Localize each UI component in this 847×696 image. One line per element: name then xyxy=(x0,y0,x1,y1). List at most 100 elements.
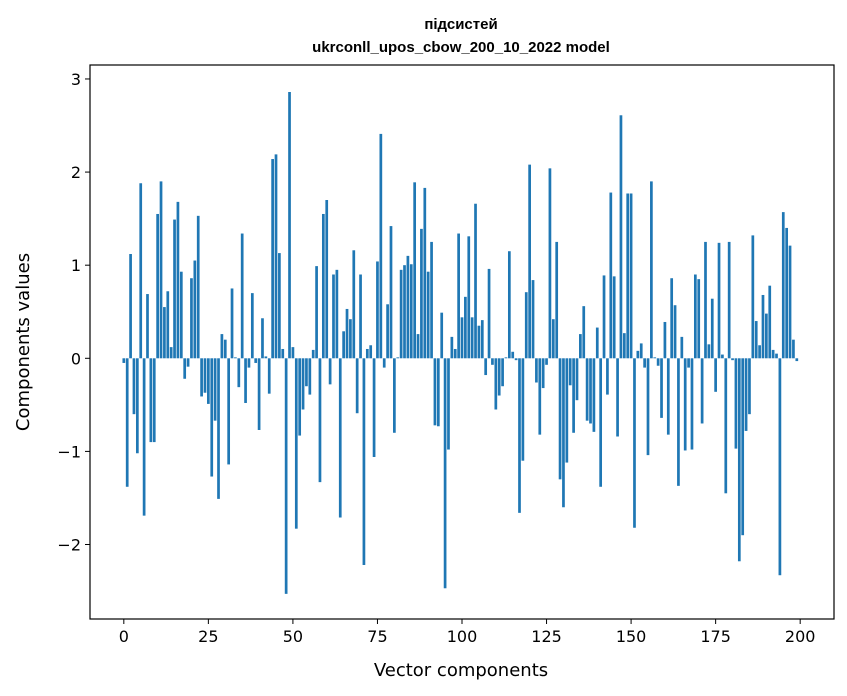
bar xyxy=(531,280,535,359)
bar xyxy=(480,320,484,359)
bar xyxy=(589,358,592,424)
chart-title: підсистей xyxy=(424,16,497,33)
bar xyxy=(660,358,663,418)
bar xyxy=(129,254,132,359)
bar xyxy=(650,181,653,359)
bar xyxy=(237,358,241,388)
bar xyxy=(355,358,359,414)
bar xyxy=(125,358,129,487)
bar xyxy=(453,348,457,359)
chart-subtitle: ukrconll_upos_cbow_200_10_2022 model xyxy=(312,39,610,56)
bar xyxy=(132,358,136,415)
bar xyxy=(697,279,701,359)
bar xyxy=(338,358,342,518)
bar xyxy=(288,92,291,359)
bar xyxy=(494,358,498,410)
bar xyxy=(321,213,325,359)
bar xyxy=(562,358,565,508)
bar xyxy=(768,285,772,359)
bar xyxy=(379,133,383,359)
bar xyxy=(504,357,508,359)
bar xyxy=(230,288,234,359)
bar xyxy=(717,242,721,359)
bar xyxy=(781,212,785,359)
bar xyxy=(365,348,369,359)
bar xyxy=(710,298,714,359)
bar xyxy=(149,358,153,443)
y-tick-label: −1 xyxy=(57,442,81,461)
y-axis: −2 −1 0 1 2 3 xyxy=(57,70,90,555)
bar xyxy=(565,358,569,463)
bar xyxy=(693,274,697,359)
y-tick-label: 0 xyxy=(71,349,81,368)
bar xyxy=(332,274,335,359)
bar xyxy=(433,358,437,426)
bar xyxy=(731,358,734,361)
x-tick-label: 25 xyxy=(198,627,218,646)
x-axis: 0 25 50 75 100 125 150 175 200 xyxy=(119,619,815,646)
x-tick-label: 75 xyxy=(367,627,387,646)
bar xyxy=(430,241,433,359)
bar xyxy=(765,313,768,359)
bar xyxy=(629,193,633,359)
bar xyxy=(179,271,183,359)
bar xyxy=(159,181,163,359)
bar xyxy=(666,358,670,435)
x-tick-label: 0 xyxy=(119,627,129,646)
bar xyxy=(524,292,528,359)
bar xyxy=(406,255,410,359)
bar xyxy=(626,193,630,359)
bar xyxy=(335,269,339,359)
bar xyxy=(575,358,579,401)
bar xyxy=(176,201,180,359)
bar xyxy=(362,358,366,565)
bar xyxy=(460,317,464,359)
bar xyxy=(146,294,149,359)
bar xyxy=(754,321,758,359)
y-tick-label: 3 xyxy=(71,70,81,89)
bar xyxy=(318,358,322,483)
bar xyxy=(585,358,589,421)
bar xyxy=(487,268,491,359)
bar xyxy=(771,349,775,359)
bar xyxy=(484,358,488,376)
bar xyxy=(382,358,386,368)
bars xyxy=(122,92,799,594)
bar xyxy=(389,226,393,359)
bar xyxy=(135,358,139,454)
bar xyxy=(548,168,552,359)
bar xyxy=(190,278,193,359)
bar xyxy=(274,154,278,359)
bar xyxy=(447,358,450,450)
bar xyxy=(152,358,156,443)
bar xyxy=(443,358,447,589)
bar xyxy=(474,203,477,359)
bar xyxy=(399,269,403,359)
bar xyxy=(464,296,467,359)
bar xyxy=(646,358,650,456)
y-axis-label: Components values xyxy=(13,253,34,431)
bar xyxy=(602,275,606,359)
bar xyxy=(707,344,711,359)
bar xyxy=(352,250,356,359)
bar xyxy=(653,357,657,359)
bar xyxy=(257,358,261,430)
bar xyxy=(376,261,379,359)
x-tick-label: 125 xyxy=(531,627,562,646)
bar xyxy=(196,215,200,359)
bar xyxy=(403,265,406,359)
bar xyxy=(714,358,717,392)
bar xyxy=(250,293,254,359)
bar xyxy=(622,333,626,359)
bar xyxy=(261,318,264,359)
bar xyxy=(633,358,636,528)
bar xyxy=(315,266,318,359)
bar xyxy=(278,253,281,359)
bar xyxy=(497,358,501,396)
bar xyxy=(470,317,474,359)
bar xyxy=(345,308,349,359)
bar xyxy=(416,334,420,359)
bar xyxy=(467,236,471,359)
bar xyxy=(501,358,504,387)
bar xyxy=(264,356,268,359)
